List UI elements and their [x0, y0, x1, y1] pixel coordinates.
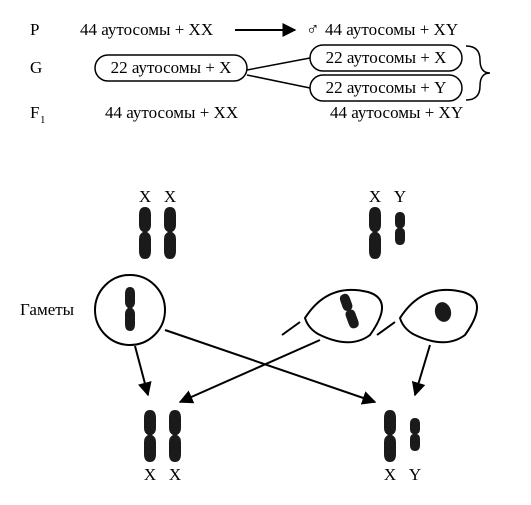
arrow-egg-to-xx: [135, 346, 148, 395]
label-F-sub: 1: [40, 114, 46, 126]
offspring-xx: X X: [144, 410, 181, 484]
cross-line-1: [247, 58, 310, 70]
chrom-long: [169, 410, 181, 462]
chrom-short: [395, 212, 405, 245]
right-brace: [466, 46, 490, 100]
off-xx-1: X: [144, 465, 156, 484]
mars-icon: ♂: [306, 19, 320, 39]
chrom-long: [144, 410, 156, 462]
xx-label-1: X: [139, 187, 151, 206]
bottom-diagram: X X X Y Гаметы: [20, 187, 477, 484]
chrom-long: [369, 207, 381, 259]
off-xy-1: X: [384, 465, 396, 484]
xy-label-1: X: [369, 187, 381, 206]
sperm-x: [282, 290, 382, 342]
chrom-long: [384, 410, 396, 462]
gametes-label: Гаметы: [20, 300, 75, 319]
g-right-bot-text: 22 аутосомы + Y: [326, 78, 447, 97]
arrow-spermy-to-xy: [415, 345, 430, 395]
label-F: F: [30, 103, 39, 122]
xx-label-2: X: [164, 187, 176, 206]
chrom-long: [139, 207, 151, 259]
offspring-xy: X Y: [384, 410, 421, 484]
diagram-canvas: P 44 аутосомы + XX ♂ 44 аутосомы + XY G …: [0, 0, 531, 505]
cross-line-2: [247, 75, 310, 88]
chrom-long: [164, 207, 176, 259]
parent-female: X X: [139, 187, 176, 259]
p-right: 44 аутосомы + XY: [325, 20, 458, 39]
f1-right: 44 аутосомы + XY: [330, 103, 463, 122]
chrom-short: [410, 418, 420, 451]
label-G: G: [30, 58, 42, 77]
sperm-y: [377, 290, 477, 342]
parent-male: X Y: [369, 187, 406, 259]
xy-label-2: Y: [394, 187, 406, 206]
g-left-text: 22 аутосомы + X: [111, 58, 232, 77]
chrom-long: [125, 287, 135, 331]
p-left: 44 аутосомы + XX: [80, 20, 213, 39]
f1-left: 44 аутосомы + XX: [105, 103, 238, 122]
arrow-spermx-to-xx: [180, 340, 320, 402]
label-P: P: [30, 20, 39, 39]
g-right-top-text: 22 аутосомы + X: [326, 48, 447, 67]
off-xx-2: X: [169, 465, 181, 484]
off-xy-2: Y: [409, 465, 421, 484]
arrow-egg-to-xy: [165, 330, 375, 402]
top-cross: P 44 аутосомы + XX ♂ 44 аутосомы + XY G …: [30, 19, 490, 126]
